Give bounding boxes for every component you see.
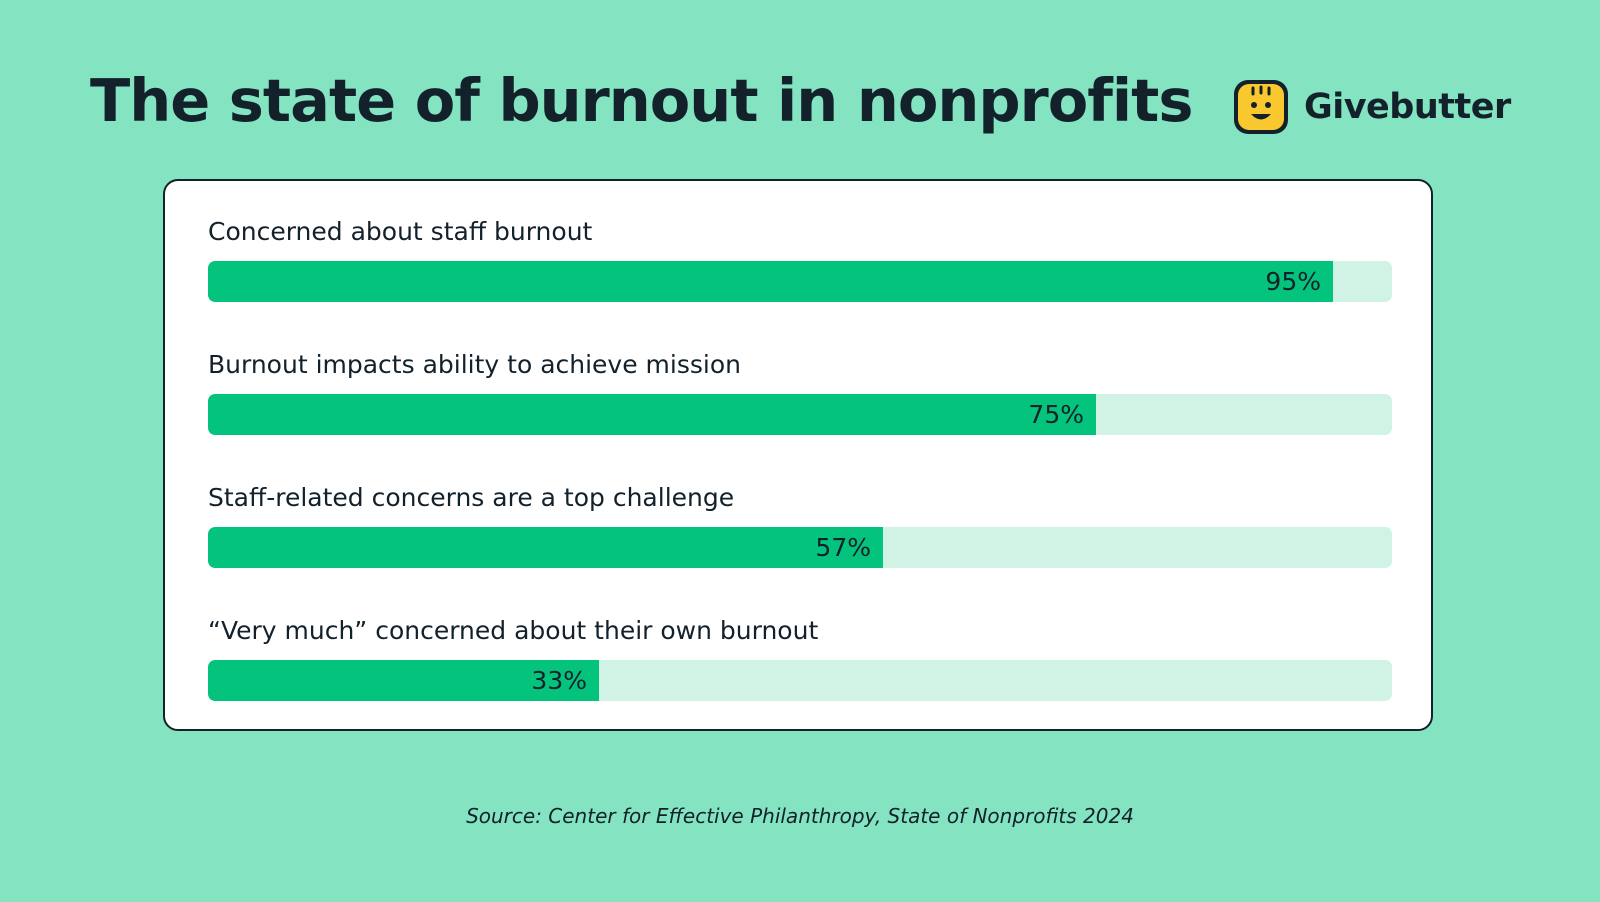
bar-row: “Very much” concerned about their own bu… [208,613,1392,701]
bar [208,527,883,568]
bar-track: 95% [208,261,1392,302]
bar-value-label: 75% [1028,400,1084,429]
bar [208,660,599,701]
bar-track: 75% [208,394,1392,435]
bar-value-label: 57% [815,533,871,562]
brand: Givebutter [1232,78,1511,136]
bar-row: Staff-related concerns are a top challen… [208,480,1392,568]
bar-value-label: 95% [1265,267,1321,296]
bar-track: 57% [208,527,1392,568]
page-title: The state of burnout in nonprofits [90,66,1193,135]
bar-value-label: 33% [531,666,587,695]
bar-track: 33% [208,660,1392,701]
bar [208,394,1096,435]
bar-row: Burnout impacts ability to achieve missi… [208,347,1392,435]
bar-category-label: “Very much” concerned about their own bu… [208,616,819,645]
chart-card: Concerned about staff burnout 95% Burnou… [163,179,1433,731]
brand-name: Givebutter [1304,87,1511,127]
source-note: Source: Center for Effective Philanthrop… [466,804,1134,828]
bar-category-label: Staff-related concerns are a top challen… [208,483,735,512]
givebutter-logo-icon [1234,80,1288,134]
bar-category-label: Burnout impacts ability to achieve missi… [208,350,741,379]
bar-row: Concerned about staff burnout 95% [208,214,1392,302]
bar-category-label: Concerned about staff burnout [208,217,593,246]
bar [208,261,1333,302]
